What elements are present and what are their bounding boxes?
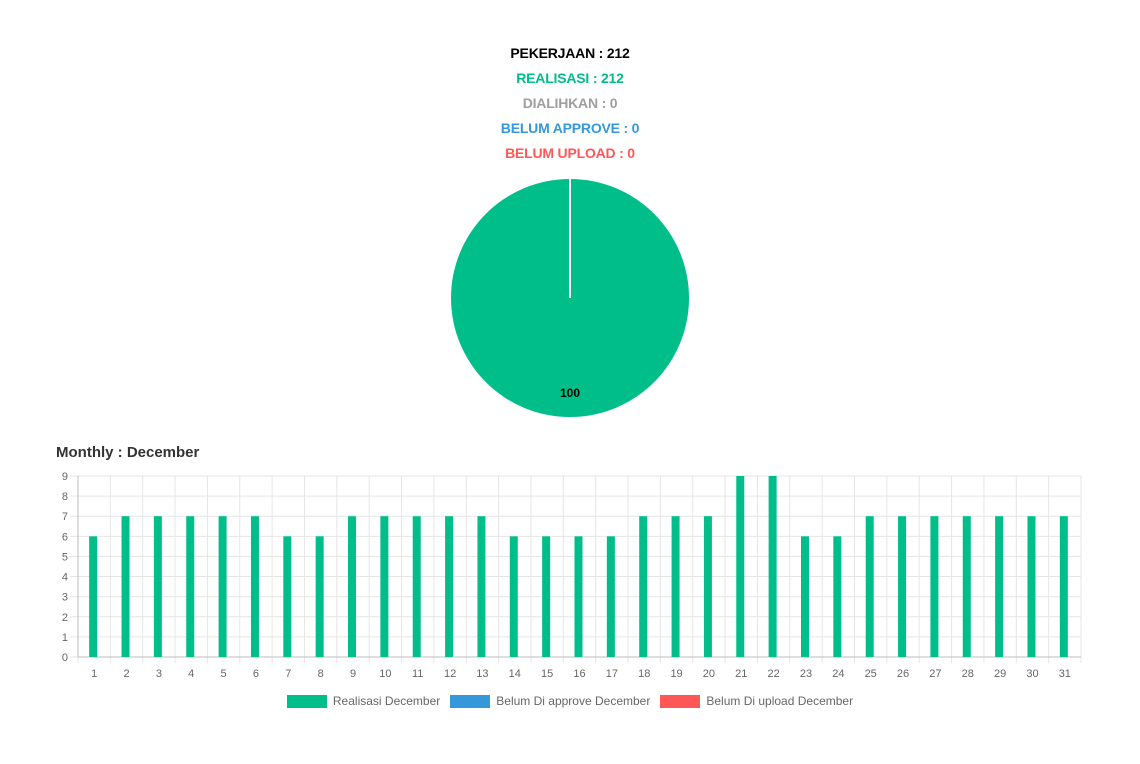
- legend-label-realisasi: Realisasi December: [332, 694, 441, 708]
- x-tick-label: 19: [670, 668, 682, 680]
- bar-realisasi[interactable]: [121, 516, 130, 657]
- bar-realisasi[interactable]: [898, 516, 907, 657]
- summary-pekerjaan: PEKERJAAN : 212: [510, 45, 630, 61]
- x-tick-label: 3: [156, 668, 162, 680]
- bar-realisasi[interactable]: [768, 476, 777, 657]
- summary-dialihkan: DIALIHKAN : 0: [522, 95, 618, 111]
- x-tick-label: 29: [994, 668, 1006, 680]
- bar-realisasi[interactable]: [671, 516, 680, 657]
- bar-realisasi[interactable]: [703, 516, 712, 657]
- y-tick-label: 9: [62, 471, 68, 483]
- bar-realisasi[interactable]: [153, 516, 162, 657]
- bar-realisasi[interactable]: [477, 516, 486, 657]
- bar-realisasi[interactable]: [606, 536, 615, 657]
- x-tick-label: 21: [735, 668, 747, 680]
- bar-realisasi[interactable]: [865, 516, 874, 657]
- bar-realisasi[interactable]: [833, 536, 842, 657]
- bar-realisasi[interactable]: [89, 536, 98, 657]
- y-tick-label: 5: [62, 551, 68, 563]
- bar-realisasi[interactable]: [542, 536, 551, 657]
- bar-realisasi[interactable]: [930, 516, 939, 657]
- y-tick-label: 4: [62, 572, 68, 584]
- x-tick-label: 12: [444, 668, 456, 680]
- x-tick-label: 18: [638, 668, 650, 680]
- x-tick-label: 13: [476, 668, 488, 680]
- x-tick-label: 1: [91, 668, 97, 680]
- y-tick-label: 3: [62, 592, 68, 604]
- bar-realisasi[interactable]: [250, 516, 259, 657]
- bar-realisasi[interactable]: [509, 536, 518, 657]
- legend-swatch-belum-upload: [660, 694, 701, 708]
- bar-realisasi[interactable]: [995, 516, 1004, 657]
- pie-chart: 100: [451, 179, 689, 417]
- y-tick-label: 7: [62, 511, 68, 523]
- bar-realisasi[interactable]: [412, 516, 421, 657]
- x-tick-label: 16: [573, 668, 585, 680]
- bar-realisasi[interactable]: [639, 516, 648, 657]
- summary-belum-upload: BELUM UPLOAD : 0: [505, 145, 635, 161]
- x-tick-label: 7: [285, 668, 291, 680]
- x-tick-label: 24: [832, 668, 844, 680]
- legend-label-belum-approve: Belum Di approve December: [496, 694, 651, 708]
- legend-item-belum-upload[interactable]: Belum Di upload December: [660, 694, 853, 708]
- x-tick-label: 6: [253, 668, 259, 680]
- y-tick-label: 8: [62, 491, 68, 503]
- x-tick-label: 27: [929, 668, 941, 680]
- x-tick-label: 15: [541, 668, 553, 680]
- x-tick-label: 23: [800, 668, 812, 680]
- bar-realisasi[interactable]: [186, 516, 195, 657]
- bar-realisasi[interactable]: [1027, 516, 1036, 657]
- x-tick-label: 2: [123, 668, 129, 680]
- x-tick-label: 11: [412, 668, 423, 680]
- bar-realisasi[interactable]: [380, 516, 389, 657]
- y-tick-label: 1: [62, 632, 68, 644]
- x-tick-label: 20: [703, 668, 715, 680]
- x-tick-label: 9: [350, 668, 356, 680]
- pie-slice-label: 100: [560, 386, 580, 400]
- legend-swatch-realisasi: [286, 694, 327, 708]
- bar-realisasi[interactable]: [315, 536, 324, 657]
- bar-realisasi[interactable]: [800, 536, 809, 657]
- summary-panel: PEKERJAAN : 212 REALISASI : 212 DIALIHKA…: [0, 44, 1140, 169]
- summary-belum-approve: BELUM APPROVE : 0: [500, 120, 640, 136]
- x-tick-label: 22: [768, 668, 780, 680]
- bar-realisasi[interactable]: [218, 516, 227, 657]
- x-tick-label: 14: [509, 668, 521, 680]
- summary-realisasi: REALISASI : 212: [516, 70, 624, 86]
- y-tick-label: 6: [62, 531, 68, 543]
- y-tick-label: 2: [62, 612, 68, 624]
- bar-realisasi[interactable]: [445, 516, 454, 657]
- x-tick-label: 4: [188, 668, 194, 680]
- legend-item-belum-approve[interactable]: Belum Di approve December: [450, 694, 650, 708]
- x-tick-label: 8: [318, 668, 324, 680]
- bar-realisasi[interactable]: [962, 516, 971, 657]
- monthly-chart-title: Monthly : December: [56, 444, 200, 461]
- legend-swatch-belum-approve: [450, 694, 491, 708]
- x-tick-label: 10: [379, 668, 391, 680]
- bar-realisasi[interactable]: [348, 516, 357, 657]
- legend-item-realisasi[interactable]: Realisasi December: [286, 694, 441, 708]
- chart-legend: Realisasi December Belum Di approve Dece…: [0, 694, 1140, 708]
- x-tick-label: 25: [865, 668, 877, 680]
- x-tick-label: 30: [1026, 668, 1038, 680]
- x-tick-label: 26: [897, 668, 909, 680]
- x-tick-label: 17: [606, 668, 618, 680]
- x-tick-label: 31: [1059, 668, 1071, 680]
- bar-realisasi[interactable]: [1059, 516, 1068, 657]
- bar-realisasi[interactable]: [736, 476, 745, 657]
- x-tick-label: 5: [221, 668, 227, 680]
- y-tick-label: 0: [62, 652, 68, 664]
- bar-realisasi[interactable]: [574, 536, 583, 657]
- bar-realisasi[interactable]: [283, 536, 292, 657]
- x-tick-label: 28: [962, 668, 974, 680]
- legend-label-belum-upload: Belum Di upload December: [706, 694, 854, 708]
